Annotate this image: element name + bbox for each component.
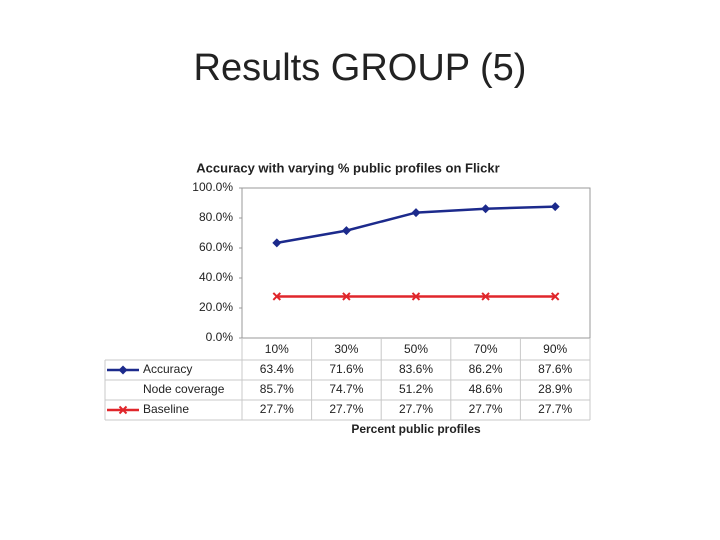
table-cell: 51.2%	[399, 382, 433, 396]
table-cell: 86.2%	[469, 362, 503, 376]
table-cell: 48.6%	[469, 382, 503, 396]
table-cell: 87.6%	[538, 362, 572, 376]
table-cell: 74.7%	[329, 382, 363, 396]
chart-title: Accuracy with varying % public profiles …	[196, 160, 499, 175]
table-cell: 27.7%	[329, 402, 363, 416]
data-point	[272, 238, 282, 248]
legend-label: Accuracy	[143, 362, 192, 376]
data-point	[341, 226, 351, 236]
y-tick-label: 20.0%	[199, 300, 233, 314]
table-cell: 27.7%	[399, 402, 433, 416]
table-cell: 27.7%	[538, 402, 572, 416]
table-cell: 28.9%	[538, 382, 572, 396]
data-point	[550, 292, 560, 301]
plot-area	[241, 187, 591, 339]
table-cell: 71.6%	[329, 362, 363, 376]
legend-label: Node coverage	[143, 382, 225, 396]
table-cell: 27.7%	[260, 402, 294, 416]
legend-marker	[118, 405, 128, 415]
legend-marker	[118, 365, 128, 375]
data-point	[550, 202, 560, 212]
x-tick-label: 50%	[404, 342, 428, 356]
data-point	[411, 208, 421, 218]
data-point	[342, 292, 351, 301]
y-tick-label: 40.0%	[199, 270, 233, 284]
x-tick-label: 10%	[265, 342, 289, 356]
data-point	[411, 292, 421, 301]
table-cell: 63.4%	[260, 362, 294, 376]
table-cell: 85.7%	[260, 382, 294, 396]
data-point	[481, 292, 490, 301]
x-tick-label: 30%	[334, 342, 358, 356]
y-tick-label: 60.0%	[199, 240, 233, 254]
data-point	[272, 292, 282, 301]
slide-title: Results GROUP (5)	[194, 47, 527, 89]
x-tick-label: 90%	[543, 342, 567, 356]
y-tick-label: 100.0%	[192, 180, 233, 194]
data-point	[481, 204, 491, 214]
y-tick-label: 80.0%	[199, 210, 233, 224]
table-cell: 27.7%	[469, 402, 503, 416]
x-axis-label: Percent public profiles	[351, 422, 481, 436]
table-cell: 83.6%	[399, 362, 433, 376]
y-tick-label: 0.0%	[206, 330, 234, 344]
legend-label: Baseline	[143, 402, 189, 416]
x-tick-label: 70%	[474, 342, 498, 356]
